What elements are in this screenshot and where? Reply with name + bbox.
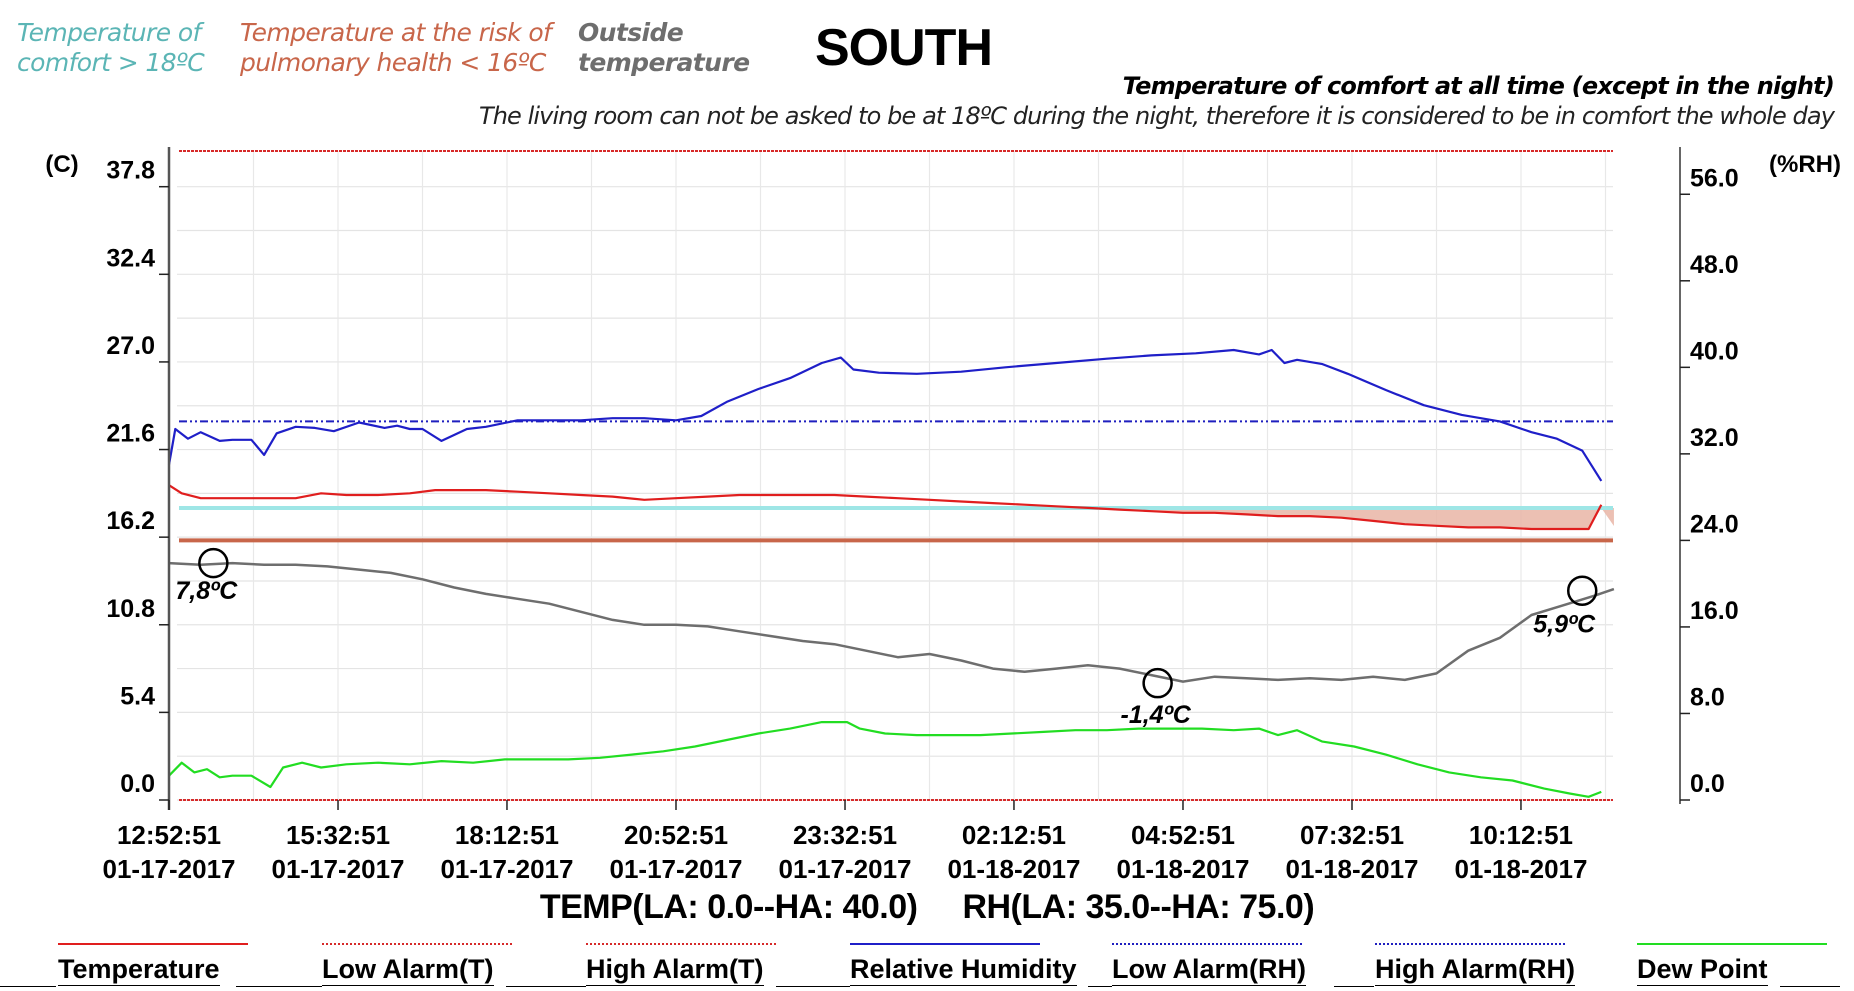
legend-swatch (850, 943, 1040, 945)
axes: 0.0 5.4 10.8 16.2 21.6 27.0 32.4 37.8 0.0 8.0 16.0… (103, 147, 1739, 880)
legend-swatch (1637, 943, 1827, 945)
x-axis-tick-label-time: 15:32:51 (286, 820, 390, 850)
x-axis-tick-label-time: 04:52:51 (1131, 820, 1235, 850)
legend-separator (776, 954, 850, 987)
left-axis-label: (C) (45, 151, 78, 178)
x-axis-tick-label-time: 07:32:51 (1300, 820, 1404, 850)
annotation-label: -1,4ºC (1121, 701, 1192, 729)
annotation-label: 5,9ºC (1533, 611, 1596, 639)
left-axis-tick-label: 32.4 (106, 244, 155, 272)
risk-note-line2: pulmonary health < 16ºC (240, 48, 546, 77)
x-axis-tick-label-date: 01-18-2017 (1116, 854, 1249, 880)
legend-label: Dew Point (1637, 954, 1768, 986)
outside-temperature-note: Outside temperature (578, 18, 750, 78)
x-axis-tick-label-time: 23:32:51 (793, 820, 897, 850)
x-axis-tick-label-date: 01-18-2017 (1286, 854, 1419, 880)
right-axis-tick-label: 16.0 (1690, 597, 1739, 625)
legend-swatch (586, 943, 776, 945)
chart-svg: 0.0 5.4 10.8 16.2 21.6 27.0 32.4 37.8 0.0 8.0 16.0… (45, 147, 1841, 880)
outside-note-line2: temperature (578, 48, 750, 77)
series-outside-temperature (168, 561, 1615, 683)
legend: Temperature Low Alarm(T) High Alarm(T) Rela… (0, 940, 1854, 991)
rh-alarm-summary: RH(LA: 35.0--HA: 75.0) (962, 888, 1315, 926)
series-relative-humidity (167, 348, 1603, 482)
right-axis-tick-label: 8.0 (1690, 683, 1725, 711)
legend-label: High Alarm(RH) (1375, 954, 1575, 986)
outside-note-line1: Outside (578, 18, 684, 47)
left-axis-tick-label: 21.6 (106, 420, 155, 448)
grid (177, 151, 1613, 801)
legend-swatch (1112, 943, 1302, 945)
legend-label: Temperature (58, 954, 220, 986)
chart-title: SOUTH (815, 19, 993, 77)
left-axis-tick-label: 5.4 (120, 682, 155, 710)
annotations: 7,8ºC -1,4ºC 5,9ºC (175, 547, 1598, 729)
x-axis-tick-label-date: 01-18-2017 (1454, 854, 1587, 880)
right-axis-tick-label: 32.0 (1690, 424, 1739, 452)
legend-swatch (1375, 943, 1565, 945)
legend-separator (1334, 954, 1374, 987)
left-axis-tick-label: 37.8 (106, 157, 155, 185)
comfort-threshold-note: Temperature of comfort > 18ºC (17, 18, 205, 78)
legend-separator (506, 954, 586, 987)
legend-separator (1088, 954, 1112, 987)
left-axis-tick-label: 27.0 (106, 332, 155, 360)
legend-label: High Alarm(T) (586, 954, 764, 986)
right-axis-tick-label: 0.0 (1690, 770, 1725, 798)
series-temperature (168, 484, 1603, 531)
left-axis-tick-label: 10.8 (106, 595, 155, 623)
x-axis-tick-label-time: 20:52:51 (624, 820, 728, 850)
legend-swatch (58, 943, 248, 945)
right-axis-tick-label: 40.0 (1690, 337, 1739, 365)
comfort-note-line1: Temperature of (17, 18, 201, 47)
x-axis-tick-label-date: 01-17-2017 (272, 854, 405, 880)
x-axis-tick-label-time: 02:12:51 (962, 820, 1066, 850)
x-axis-tick-label-time: 18:12:51 (455, 820, 559, 850)
risk-note-line1: Temperature at the risk of (240, 18, 552, 47)
legend-separator (236, 954, 322, 987)
x-axis-tick-label-date: 01-17-2017 (103, 854, 236, 880)
legend-separator (0, 954, 56, 987)
x-axis-tick-label-date: 01-17-2017 (779, 854, 912, 880)
chart-subtitle-bold: Temperature of comfort at all time (exce… (1122, 72, 1835, 100)
legend-separator (1780, 954, 1840, 987)
right-axis-tick-label: 24.0 (1690, 510, 1739, 538)
annotation-circle (1142, 667, 1173, 699)
alarm-summary: TEMP(LA: 0.0--HA: 40.0) RH(LA: 35.0--HA:… (0, 888, 1854, 927)
legend-label: Relative Humidity (850, 954, 1077, 986)
x-axis-tick-label-time: 10:12:51 (1469, 820, 1573, 850)
legend-label: Low Alarm(RH) (1112, 954, 1306, 986)
temp-alarm-summary: TEMP(LA: 0.0--HA: 40.0) (539, 888, 918, 926)
legend-swatch (322, 943, 512, 945)
below-comfort-shading (1024, 507, 1614, 530)
right-axis-tick-label: 48.0 (1690, 251, 1739, 279)
x-axis-tick-label-date: 01-18-2017 (947, 854, 1080, 880)
comfort-note-line2: comfort > 18ºC (17, 48, 205, 77)
x-axis-tick-label-time: 12:52:51 (117, 820, 221, 850)
series-dew-point (168, 720, 1602, 798)
legend-label: Low Alarm(T) (322, 954, 494, 986)
x-axis-tick-label-date: 01-17-2017 (440, 854, 573, 880)
annotation-circle (198, 547, 229, 579)
annotation-circle (1566, 575, 1598, 606)
chart-subtitle: The living room can not be asked to be a… (478, 102, 1835, 130)
threshold-lines (179, 150, 1614, 801)
risk-threshold-note: Temperature at the risk of pulmonary hea… (240, 18, 552, 78)
left-axis-tick-label: 0.0 (120, 770, 155, 798)
x-axis-tick-label-date: 01-17-2017 (609, 854, 742, 880)
right-axis-label: (%RH) (1769, 151, 1841, 178)
series-lines (167, 348, 1615, 798)
annotation-label: 7,8ºC (175, 577, 238, 605)
left-axis-tick-label: 16.2 (106, 507, 155, 535)
right-axis-tick-label: 56.0 (1690, 164, 1739, 192)
